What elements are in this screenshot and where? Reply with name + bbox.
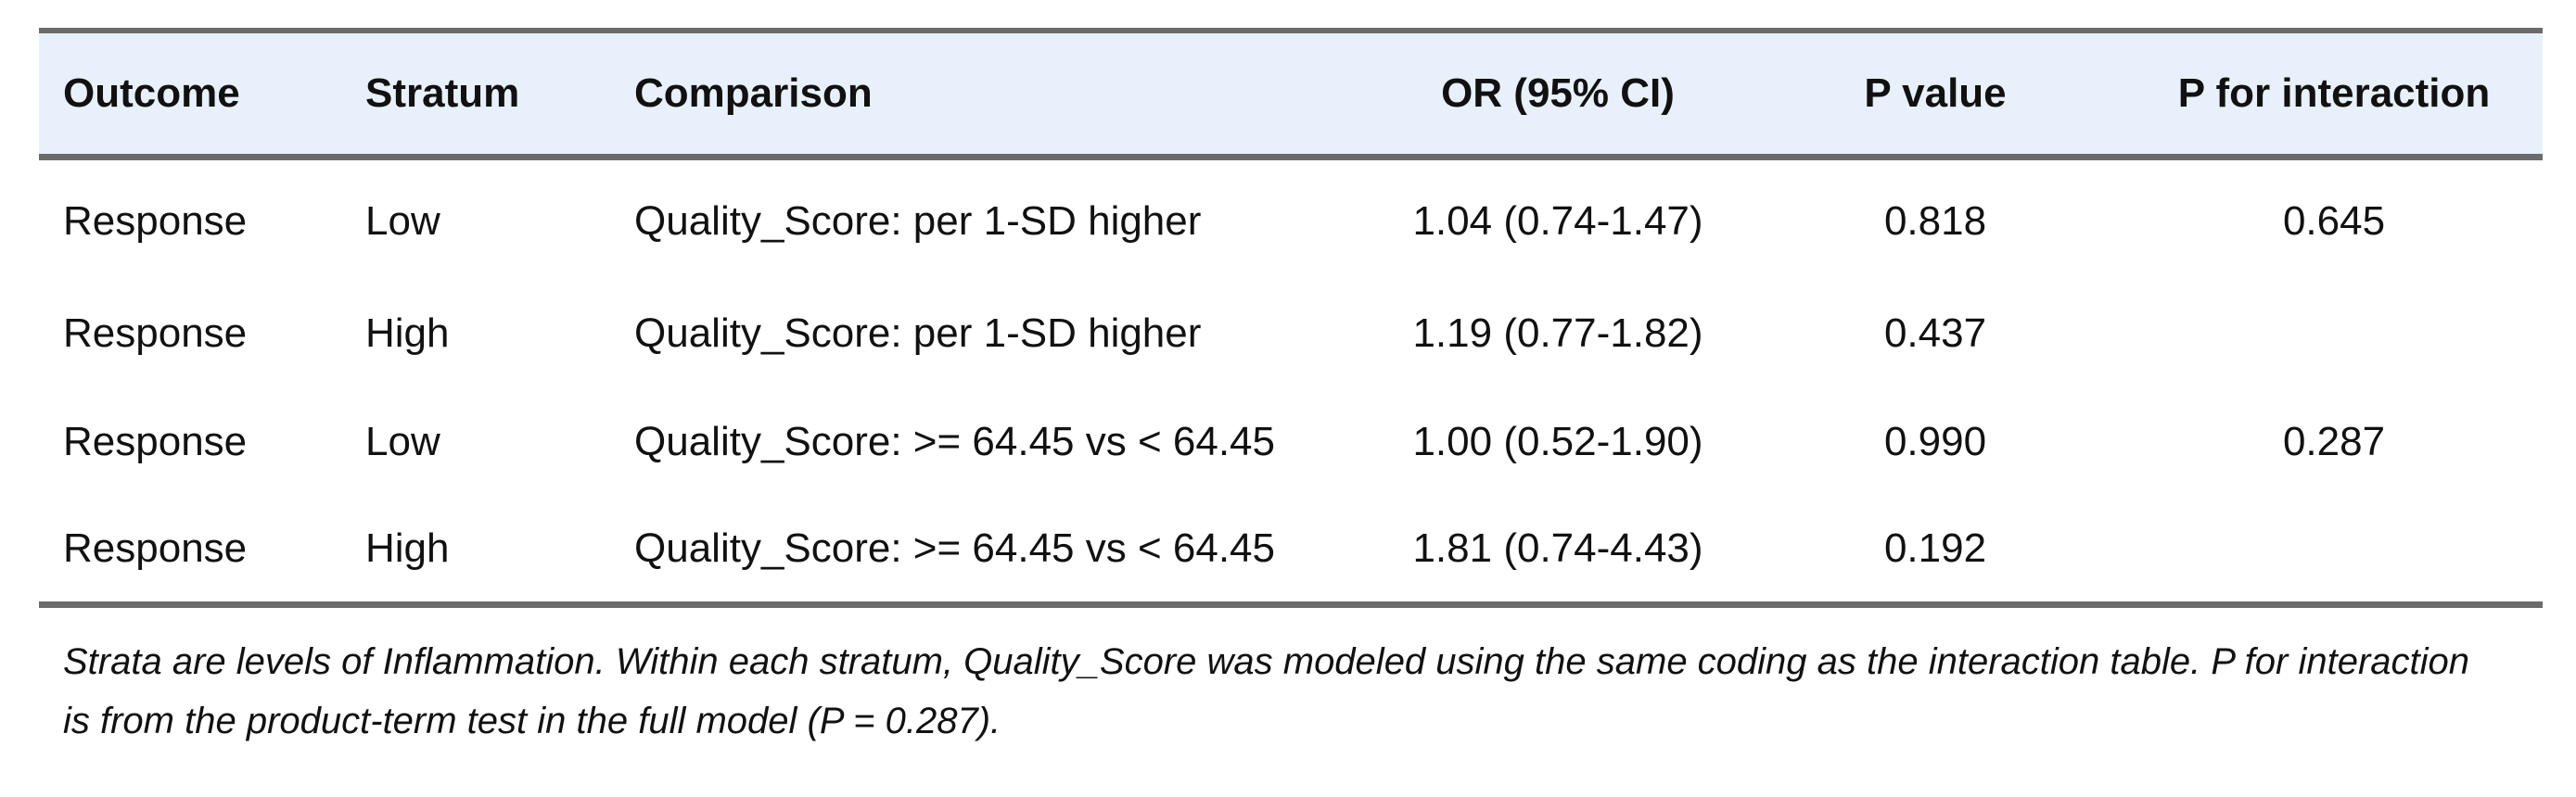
cell-stratum: Low [365, 198, 440, 244]
header-p-value: P value [1745, 28, 2125, 160]
header-stratum: Stratum [341, 28, 610, 160]
cell-comparison: Quality_Score: >= 64.45 vs < 64.45 [634, 418, 1276, 464]
cell-stratum: High [365, 310, 450, 356]
cell-p-value: 0.437 [1883, 310, 1987, 356]
cell-outcome: Response [63, 418, 248, 464]
cell-p-interaction [2125, 279, 2543, 387]
table-row: Response High Quality_Score: per 1-SD hi… [39, 279, 2543, 387]
results-table-container: Outcome Stratum Comparison OR (95% CI) P… [39, 28, 2543, 608]
cell-stratum: High [341, 496, 610, 608]
cell-p-interaction: 0.287 [2282, 418, 2386, 464]
cell-outcome: Response [63, 198, 248, 244]
table-row: Response Low Quality_Score: >= 64.45 vs … [39, 387, 2543, 496]
cell-outcome: Response [63, 310, 248, 356]
cell-p-value: 0.818 [1883, 198, 1987, 244]
table-header: Outcome Stratum Comparison OR (95% CI) P… [39, 28, 2543, 160]
stratified-results-table: Outcome Stratum Comparison OR (95% CI) P… [39, 28, 2543, 608]
cell-p-interaction [2125, 496, 2543, 608]
cell-comparison: Quality_Score: per 1-SD higher [634, 198, 1202, 244]
header-comparison: Comparison [610, 28, 1371, 160]
table-body: Response Low Quality_Score: per 1-SD hig… [39, 158, 2543, 608]
table-row: Response Low Quality_Score: per 1-SD hig… [39, 158, 2543, 280]
cell-outcome: Response [39, 496, 341, 608]
header-p-interaction: P for interaction [2125, 28, 2543, 160]
header-row: Outcome Stratum Comparison OR (95% CI) P… [39, 28, 2543, 160]
cell-p-interaction: 0.645 [2282, 198, 2386, 244]
cell-p-value: 0.192 [1745, 496, 2125, 608]
cell-or-ci: 1.81 (0.74-4.43) [1371, 496, 1745, 608]
cell-stratum: Low [365, 418, 440, 464]
cell-p-value: 0.990 [1883, 418, 1987, 464]
cell-or-ci: 1.00 (0.52-1.90) [1412, 418, 1703, 464]
cell-comparison: Quality_Score: per 1-SD higher [634, 310, 1202, 356]
header-or-ci: OR (95% CI) [1371, 28, 1745, 160]
cell-comparison: Quality_Score: >= 64.45 vs < 64.45 [610, 496, 1371, 608]
cell-or-ci: 1.04 (0.74-1.47) [1412, 198, 1703, 244]
header-outcome: Outcome [39, 28, 341, 160]
table-row: Response High Quality_Score: >= 64.45 vs… [39, 496, 2543, 608]
cell-or-ci: 1.19 (0.77-1.82) [1412, 310, 1703, 356]
table-footnote: Strata are levels of Inflammation. Withi… [63, 641, 2470, 741]
